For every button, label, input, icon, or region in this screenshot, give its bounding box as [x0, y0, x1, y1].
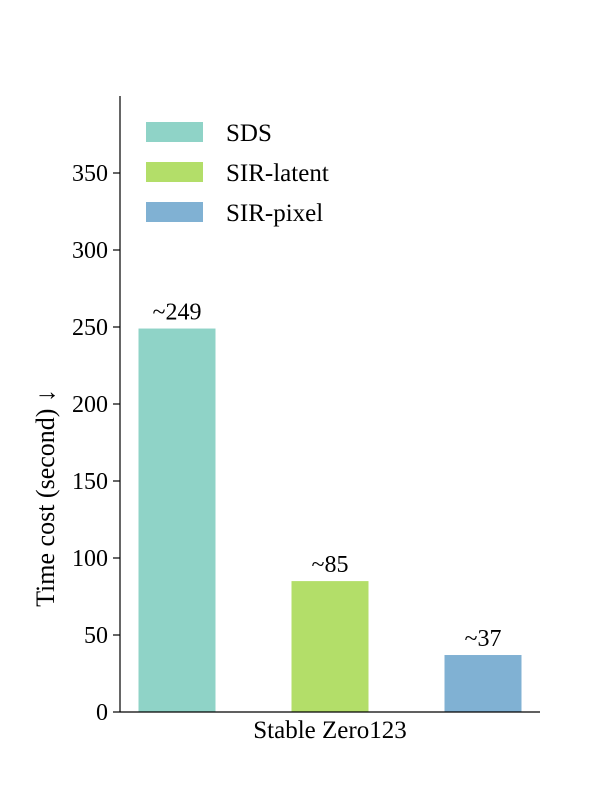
legend-swatch-sir-latent: [146, 162, 203, 182]
y-tick-label: 250: [72, 315, 108, 341]
data-label-sir-pixel: ~37: [465, 626, 502, 652]
x-axis: Stable Zero123: [120, 711, 540, 744]
y-axis: 0 50 100 150 200 250 300 350: [72, 96, 121, 726]
legend-label-sds: SDS: [226, 120, 272, 147]
bar-sds: [138, 328, 216, 712]
legend-swatch-sir-pixel: [146, 202, 203, 222]
bar-sir-pixel: [444, 655, 522, 712]
bars-group: [138, 328, 522, 712]
y-tick-label: 0: [96, 700, 108, 726]
y-tick-label: 350: [72, 161, 108, 187]
y-tick-label: 200: [72, 392, 108, 418]
data-labels-group: ~249 ~85 ~37: [153, 300, 502, 652]
legend-label-sir-latent: SIR-latent: [226, 160, 329, 187]
bar-sir-latent: [291, 581, 369, 712]
x-category-label: Stable Zero123: [253, 717, 406, 744]
data-label-sds: ~249: [153, 300, 202, 326]
y-tick-label: 50: [84, 623, 108, 649]
legend-swatch-sds: [146, 122, 203, 142]
legend-label-sir-pixel: SIR-pixel: [226, 200, 323, 227]
y-tick-label: 100: [72, 546, 108, 572]
data-label-sir-latent: ~85: [312, 552, 349, 578]
y-tick-label: 150: [72, 469, 108, 495]
y-tick-label: 300: [72, 238, 108, 264]
y-axis-title: Time cost (second) ↓: [31, 389, 60, 607]
legend: SDS SIR-latent SIR-pixel: [146, 120, 329, 227]
